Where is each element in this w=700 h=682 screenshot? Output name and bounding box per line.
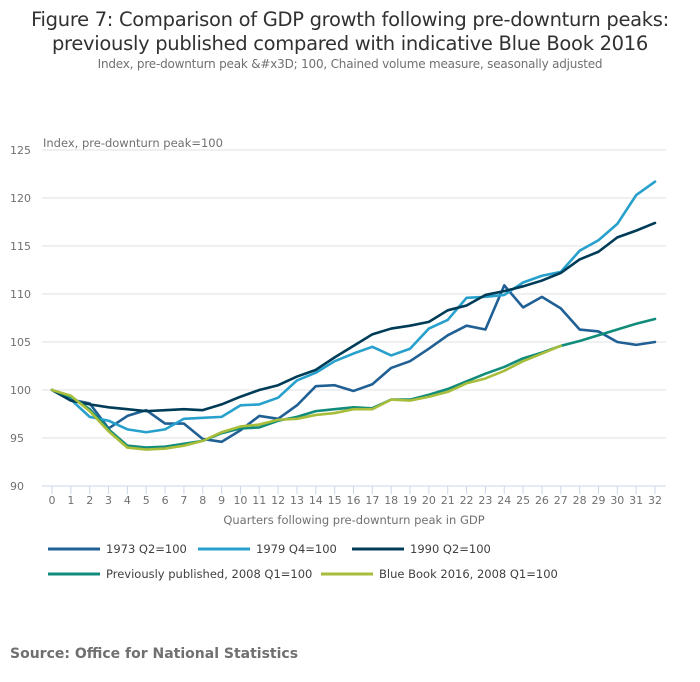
legend: 1973 Q2=100 1979 Q4=100 1990 Q2=100 Previou… bbox=[48, 542, 558, 581]
y-tick-label: 90 bbox=[10, 480, 24, 493]
series-line-2 bbox=[50, 221, 657, 413]
series-lines bbox=[50, 180, 657, 451]
y-tick-label: 115 bbox=[10, 240, 31, 253]
legend-label: 1990 Q2=100 bbox=[410, 542, 491, 556]
series-line-1 bbox=[50, 180, 657, 434]
series-line-0 bbox=[50, 284, 657, 444]
y-tick-label: 95 bbox=[10, 432, 24, 445]
source-note: Source: Office for National Statistics bbox=[10, 646, 299, 662]
legend-item[interactable]: Blue Book 2016, 2008 Q1=100 bbox=[321, 567, 558, 581]
legend-label: 1973 Q2=100 bbox=[106, 542, 187, 556]
legend-item[interactable]: 1990 Q2=100 bbox=[352, 542, 491, 556]
x-tick-label: 30 bbox=[610, 494, 624, 507]
y-tick-label: 110 bbox=[10, 288, 31, 301]
x-tick-label: 11 bbox=[252, 494, 266, 507]
y-tick-label: 105 bbox=[10, 336, 31, 349]
x-tick-label: 23 bbox=[478, 494, 492, 507]
x-tick-label: 17 bbox=[365, 494, 379, 507]
x-tick-label: 16 bbox=[347, 494, 361, 507]
x-tick-label: 10 bbox=[233, 494, 247, 507]
x-axis-title: Quarters following pre-downturn peak in … bbox=[223, 513, 484, 527]
x-tick-label: 20 bbox=[422, 494, 436, 507]
legend-item[interactable]: Previously published, 2008 Q1=100 bbox=[48, 567, 312, 581]
x-tick-label: 0 bbox=[49, 494, 56, 507]
y-axis-ticks: 90 95 100 105 110 115 120 125 bbox=[10, 144, 31, 493]
x-tick-label: 25 bbox=[516, 494, 530, 507]
x-tick-label: 12 bbox=[271, 494, 285, 507]
chart-title: Figure 7: Comparison of GDP growth follo… bbox=[0, 8, 700, 56]
x-tick-label: 8 bbox=[199, 494, 206, 507]
x-tick-label: 32 bbox=[648, 494, 662, 507]
series-line-4 bbox=[50, 344, 563, 451]
x-tick-label: 6 bbox=[162, 494, 169, 507]
series-line-3 bbox=[50, 317, 657, 449]
chart-title-line1: Figure 7: Comparison of GDP growth follo… bbox=[31, 8, 669, 31]
x-tick-label: 26 bbox=[535, 494, 549, 507]
legend-item[interactable]: 1973 Q2=100 bbox=[48, 542, 187, 556]
x-tick-label: 27 bbox=[554, 494, 568, 507]
x-tick-label: 24 bbox=[497, 494, 511, 507]
x-tick-label: 28 bbox=[573, 494, 587, 507]
x-tick-label: 22 bbox=[460, 494, 474, 507]
y-tick-label: 100 bbox=[10, 384, 31, 397]
x-tick-label: 15 bbox=[328, 494, 342, 507]
gridlines bbox=[42, 149, 666, 439]
x-tick-label: 9 bbox=[218, 494, 225, 507]
legend-label: Previously published, 2008 Q1=100 bbox=[106, 567, 312, 581]
x-tick-label: 14 bbox=[309, 494, 323, 507]
y-tick-label: 120 bbox=[10, 192, 31, 205]
chart-title-line2: previously published compared with indic… bbox=[51, 32, 649, 55]
legend-label: Blue Book 2016, 2008 Q1=100 bbox=[379, 567, 558, 581]
y-axis-title: Index, pre-downturn peak=100 bbox=[43, 136, 223, 150]
x-tick-label: 13 bbox=[290, 494, 304, 507]
legend-item[interactable]: 1979 Q4=100 bbox=[198, 542, 337, 556]
x-tick-label: 21 bbox=[441, 494, 455, 507]
x-tick-label: 19 bbox=[403, 494, 417, 507]
chart-subtitle: Index, pre-downturn peak &#x3D; 100, Cha… bbox=[97, 57, 603, 71]
x-tick-label: 18 bbox=[384, 494, 398, 507]
x-tick-label: 1 bbox=[67, 494, 74, 507]
x-axis: 0 1 2 3 4 5 6 7 8 9 10 11 12 13 14 15 16 17 18 19 20 21 22 23 24… bbox=[42, 485, 666, 507]
y-tick-label: 125 bbox=[10, 144, 31, 157]
x-tick-label: 4 bbox=[124, 494, 131, 507]
x-tick-label: 2 bbox=[86, 494, 93, 507]
x-tick-label: 7 bbox=[180, 494, 187, 507]
x-tick-label: 31 bbox=[629, 494, 643, 507]
x-tick-label: 3 bbox=[105, 494, 112, 507]
legend-label: 1979 Q4=100 bbox=[256, 542, 337, 556]
x-tick-label: 29 bbox=[591, 494, 605, 507]
x-tick-label: 5 bbox=[143, 494, 150, 507]
